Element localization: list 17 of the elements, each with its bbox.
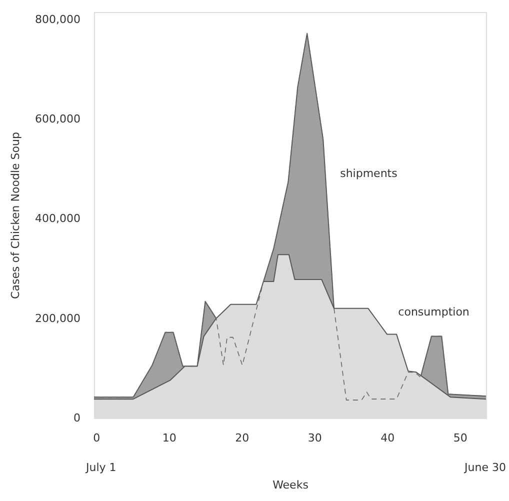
y-tick-label: 800,000: [35, 12, 80, 26]
series-label: shipments: [340, 167, 398, 180]
x-tick-label: 30: [308, 432, 322, 444]
text: June 30: [464, 461, 506, 474]
x-axis-title: Weeks: [272, 478, 309, 492]
y-axis-title: Cases of Chicken Noodle Soup: [9, 132, 22, 299]
y-tick-label: 0: [74, 412, 80, 424]
x-tick-label: 50: [453, 432, 468, 444]
y-tick-label: 200,000: [35, 312, 80, 325]
y-tick-label: 600,000: [35, 112, 80, 126]
y-tick-label: 400,000: [35, 212, 80, 226]
x-tick-label: 0: [93, 432, 100, 444]
series-label: consumption: [398, 305, 470, 318]
x-tick-label: 20: [235, 432, 250, 444]
x-tick-label: 10: [162, 432, 176, 444]
text: July 1: [85, 461, 116, 474]
x-tick-label: 40: [380, 432, 395, 444]
